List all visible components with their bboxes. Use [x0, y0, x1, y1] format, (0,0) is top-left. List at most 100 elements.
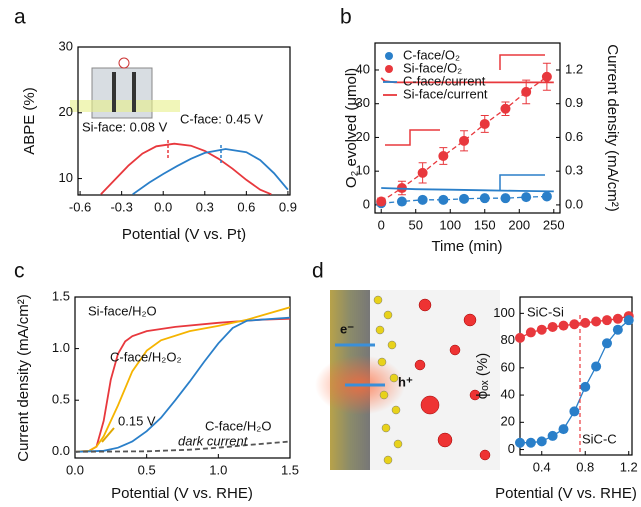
y-tick-label: 0 — [508, 441, 515, 456]
y2-tick-label: 0.9 — [565, 95, 583, 110]
y-tick-label: 20 — [356, 129, 370, 144]
data-point — [536, 436, 547, 447]
y-tick-label: 60 — [501, 359, 515, 374]
y-tick-label: 30 — [59, 38, 73, 53]
data-point — [558, 320, 569, 331]
data-point — [547, 430, 558, 441]
data-point — [479, 193, 490, 204]
x-tick-label: 200 — [508, 217, 530, 232]
legend-label: C-face/O₂ — [403, 47, 460, 62]
series-line — [100, 142, 272, 195]
x-tick-label: 50 — [408, 217, 422, 232]
y2-tick-label: 1.2 — [565, 61, 583, 76]
series-label: C-face/H₂O — [205, 418, 271, 433]
data-point — [541, 191, 552, 202]
panel-label: d — [312, 260, 324, 283]
data-point — [417, 194, 428, 205]
x-tick-label: 1.5 — [281, 462, 299, 477]
data-point — [525, 327, 536, 338]
data-point — [612, 313, 623, 324]
y-tick-label: 20 — [59, 104, 73, 119]
panel-label: b — [340, 6, 352, 29]
series-line — [75, 316, 290, 453]
data-point — [601, 338, 612, 349]
data-point — [521, 86, 532, 97]
y2-tick-label: 0.6 — [565, 129, 583, 144]
x-tick-label: 0.6 — [237, 199, 255, 214]
y2-tick-label: 0.3 — [565, 163, 583, 178]
y-axis-label: O₂ evolved (μmol) — [343, 68, 360, 188]
x-tick-label: 0.4 — [533, 459, 551, 474]
x-tick-label: 0.0 — [66, 462, 84, 477]
data-point — [612, 324, 623, 335]
data-point — [541, 71, 552, 82]
x-axis-label: Time (min) — [431, 238, 502, 255]
guide — [101, 427, 115, 443]
series-line — [381, 187, 554, 193]
x-axis-label: Potential (V vs. Pt) — [122, 226, 246, 243]
y-tick-label: 80 — [501, 332, 515, 347]
series-line — [132, 148, 289, 195]
plot-frame — [519, 296, 633, 456]
x-tick-label: 1.0 — [209, 462, 227, 477]
plot-frame — [374, 42, 561, 214]
data-point — [459, 135, 470, 146]
inset-cell — [70, 57, 180, 119]
x-tick-label: 0.8 — [576, 459, 594, 474]
data-point — [558, 424, 569, 435]
y-tick-label: 10 — [356, 163, 370, 178]
x-tick-label: 250 — [543, 217, 565, 232]
data-point — [569, 319, 580, 330]
y-tick-label: 0.5 — [52, 392, 70, 407]
y-axis-label: Current density (mA/cm²) — [15, 294, 32, 462]
data-point — [580, 317, 591, 328]
data-point — [515, 332, 525, 343]
x-tick-label: 1.2 — [620, 459, 638, 474]
series-line — [75, 440, 290, 453]
x-tick-label: 0.0 — [154, 199, 172, 214]
legend-label: Si-face/current — [403, 86, 488, 101]
series-label: dark current — [178, 433, 249, 448]
x-tick-label: 0.9 — [279, 199, 297, 214]
annotation: C-face: 0.45 V — [180, 111, 263, 126]
series-label: C-face/H₂O₂ — [110, 349, 182, 364]
annotation: Si-face: 0.08 V — [82, 119, 168, 134]
legend-marker — [385, 52, 393, 60]
annotation: e⁻ — [340, 321, 354, 336]
data-point — [521, 192, 532, 203]
data-point — [479, 118, 490, 129]
data-point — [525, 437, 536, 448]
data-point — [500, 103, 511, 114]
series-label: Si-face/H₂O — [88, 303, 157, 318]
x-tick-label: 0.3 — [196, 199, 214, 214]
annotation: 0.15 V — [118, 413, 156, 428]
data-point — [417, 167, 428, 178]
series-label: SiC-Si — [527, 304, 564, 319]
data-point — [515, 437, 525, 448]
data-point — [438, 150, 449, 161]
x-tick-label: -0.6 — [69, 199, 91, 214]
legend-marker — [385, 65, 393, 73]
data-point — [623, 315, 634, 326]
annotation: h⁺ — [398, 374, 413, 389]
series-line — [380, 76, 548, 203]
data-point — [601, 315, 612, 326]
data-point — [459, 193, 470, 204]
data-point — [547, 321, 558, 332]
illustration — [315, 290, 500, 470]
data-point — [591, 361, 602, 372]
y-tick-label: 1.5 — [52, 288, 70, 303]
y-tick-label: 1.0 — [52, 340, 70, 355]
y-axis-label: ABPE (%) — [21, 87, 38, 155]
plot-frame — [77, 46, 291, 196]
data-point — [580, 381, 591, 392]
y-tick-label: 10 — [59, 170, 73, 185]
y-axis-label: ϕₒₓ (%) — [474, 353, 491, 399]
data-point — [396, 196, 407, 207]
guide — [499, 174, 545, 190]
guide — [385, 129, 440, 146]
y2-axis-label: Current density (mA/cm²) — [604, 44, 621, 212]
legend-label: Si-face/O₂ — [403, 60, 462, 75]
data-point — [536, 324, 547, 335]
